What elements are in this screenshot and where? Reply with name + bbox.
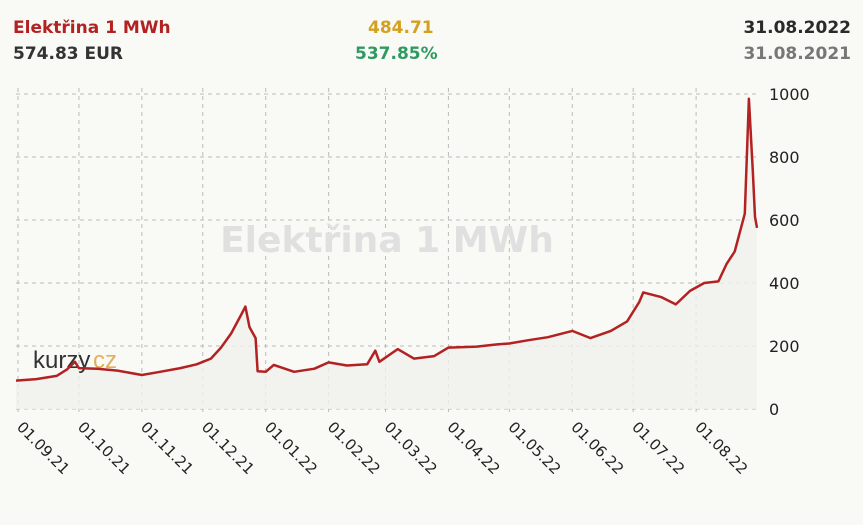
- y-tick-label: 800: [769, 148, 800, 167]
- x-tick-label: 01.04.22: [444, 418, 504, 478]
- x-tick-label: 01.11.21: [137, 418, 197, 478]
- x-tick-label: 01.01.22: [261, 418, 321, 478]
- logo-kurzy: kurzy: [33, 347, 90, 374]
- x-tick-label: 01.07.22: [628, 418, 688, 478]
- chart-line: [15, 97, 759, 382]
- instrument-title: Elektřina 1 MWh: [13, 18, 171, 38]
- x-tick-label: 01.12.21: [198, 418, 258, 478]
- y-tick-label: 200: [769, 337, 800, 356]
- x-tick-label: 01.05.22: [504, 418, 564, 478]
- y-tick-label: 600: [769, 211, 800, 230]
- x-tick-label: 01.08.22: [691, 418, 751, 478]
- date-current: 31.08.2022: [743, 18, 851, 38]
- change-percent: 537.85%: [355, 44, 438, 64]
- chart-watermark: Elektřina 1 MWh: [220, 220, 554, 261]
- x-tick-label: 01.10.21: [74, 418, 134, 478]
- x-tick-label: 01.09.21: [13, 418, 73, 478]
- x-tick-label: 01.06.22: [567, 418, 627, 478]
- y-tick-label: 400: [769, 274, 800, 293]
- change-value: 484.71: [368, 18, 434, 38]
- date-previous: 31.08.2021: [743, 44, 851, 64]
- y-axis-labels: 0 200 400 600 800 1000: [769, 85, 810, 419]
- x-tick-label: 01.02.22: [324, 418, 384, 478]
- y-tick-label: 0: [769, 400, 779, 419]
- x-axis-labels: 01.09.21 01.10.21 01.11.21 01.12.21 01.01.22…: [13, 418, 751, 478]
- x-tick-label: 01.03.22: [381, 418, 441, 478]
- y-tick-label: 1000: [769, 85, 810, 104]
- current-price: 574.83 EUR: [13, 44, 124, 64]
